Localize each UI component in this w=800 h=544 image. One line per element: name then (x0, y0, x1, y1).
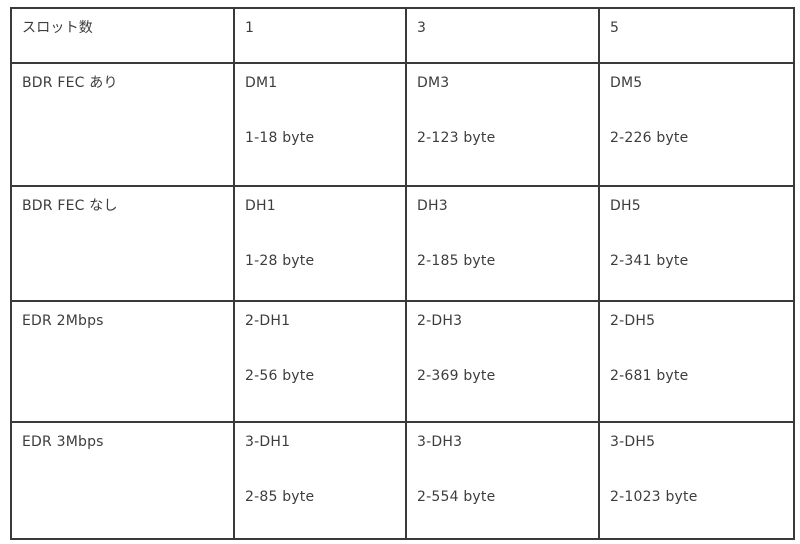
packet-bytes: 2-1023 byte (610, 489, 698, 505)
packet-name: 3-DH5 (610, 434, 656, 450)
row-label: BDR FEC あり (22, 75, 118, 91)
table-cell: 2-DH1 2-56 byte (233, 300, 407, 423)
table-cell: DM3 2-123 byte (405, 62, 600, 187)
packet-name: DH5 (610, 198, 641, 214)
header-cell-3-slot: 3 (405, 7, 600, 64)
table-cell: DH1 1-28 byte (233, 185, 407, 302)
packet-bytes: 1-28 byte (245, 253, 315, 269)
header-label: 1 (245, 20, 255, 36)
row-label-cell: BDR FEC なし (10, 185, 235, 302)
row-label-cell: EDR 2Mbps (10, 300, 235, 423)
packet-bytes: 2-554 byte (417, 489, 496, 505)
packet-name: 3-DH3 (417, 434, 463, 450)
packet-bytes: 2-56 byte (245, 368, 315, 384)
header-label: スロット数 (22, 20, 93, 36)
row-label-cell: BDR FEC あり (10, 62, 235, 187)
row-label: BDR FEC なし (22, 198, 118, 214)
packet-bytes: 2-85 byte (245, 489, 315, 505)
packet-name: DM1 (245, 75, 278, 91)
packet-bytes: 2-226 byte (610, 130, 689, 146)
table-cell: DH5 2-341 byte (598, 185, 795, 302)
row-label: EDR 3Mbps (22, 434, 104, 450)
packet-bytes: 2-681 byte (610, 368, 689, 384)
header-label: 3 (417, 20, 427, 36)
table-cell: 3-DH3 2-554 byte (405, 421, 600, 540)
table-cell: 2-DH3 2-369 byte (405, 300, 600, 423)
table-row-edr-2mbps: EDR 2Mbps 2-DH1 2-56 byte 2-DH3 2-369 by… (10, 300, 795, 423)
packet-name: 2-DH1 (245, 313, 291, 329)
packet-bytes: 2-185 byte (417, 253, 496, 269)
table-cell: 3-DH1 2-85 byte (233, 421, 407, 540)
table-header-row: スロット数 1 3 5 (10, 7, 795, 64)
table-cell: DM5 2-226 byte (598, 62, 795, 187)
table-cell: DM1 1-18 byte (233, 62, 407, 187)
packet-type-table: スロット数 1 3 5 BDR FEC あり DM1 1-18 byt (10, 7, 795, 540)
table-cell: DH3 2-185 byte (405, 185, 600, 302)
packet-name: 3-DH1 (245, 434, 291, 450)
packet-bytes: 2-341 byte (610, 253, 689, 269)
packet-name: DM3 (417, 75, 450, 91)
header-label: 5 (610, 20, 620, 36)
table-cell: 2-DH5 2-681 byte (598, 300, 795, 423)
row-label: EDR 2Mbps (22, 313, 104, 329)
header-cell-slot-count: スロット数 (10, 7, 235, 64)
packet-bytes: 2-123 byte (417, 130, 496, 146)
header-cell-5-slot: 5 (598, 7, 795, 64)
table-cell: 3-DH5 2-1023 byte (598, 421, 795, 540)
row-label-cell: EDR 3Mbps (10, 421, 235, 540)
packet-name: DH1 (245, 198, 276, 214)
table-row-bdr-fec-on: BDR FEC あり DM1 1-18 byte DM3 2-123 byte … (10, 62, 795, 187)
packet-name: 2-DH3 (417, 313, 463, 329)
packet-bytes: 2-369 byte (417, 368, 496, 384)
table-row-edr-3mbps: EDR 3Mbps 3-DH1 2-85 byte 3-DH3 2-554 by… (10, 421, 795, 540)
packet-name: 2-DH5 (610, 313, 656, 329)
table-row-bdr-fec-off: BDR FEC なし DH1 1-28 byte DH3 2-185 byte … (10, 185, 795, 302)
header-cell-1-slot: 1 (233, 7, 407, 64)
packet-name: DM5 (610, 75, 643, 91)
packet-name: DH3 (417, 198, 448, 214)
packet-bytes: 1-18 byte (245, 130, 315, 146)
